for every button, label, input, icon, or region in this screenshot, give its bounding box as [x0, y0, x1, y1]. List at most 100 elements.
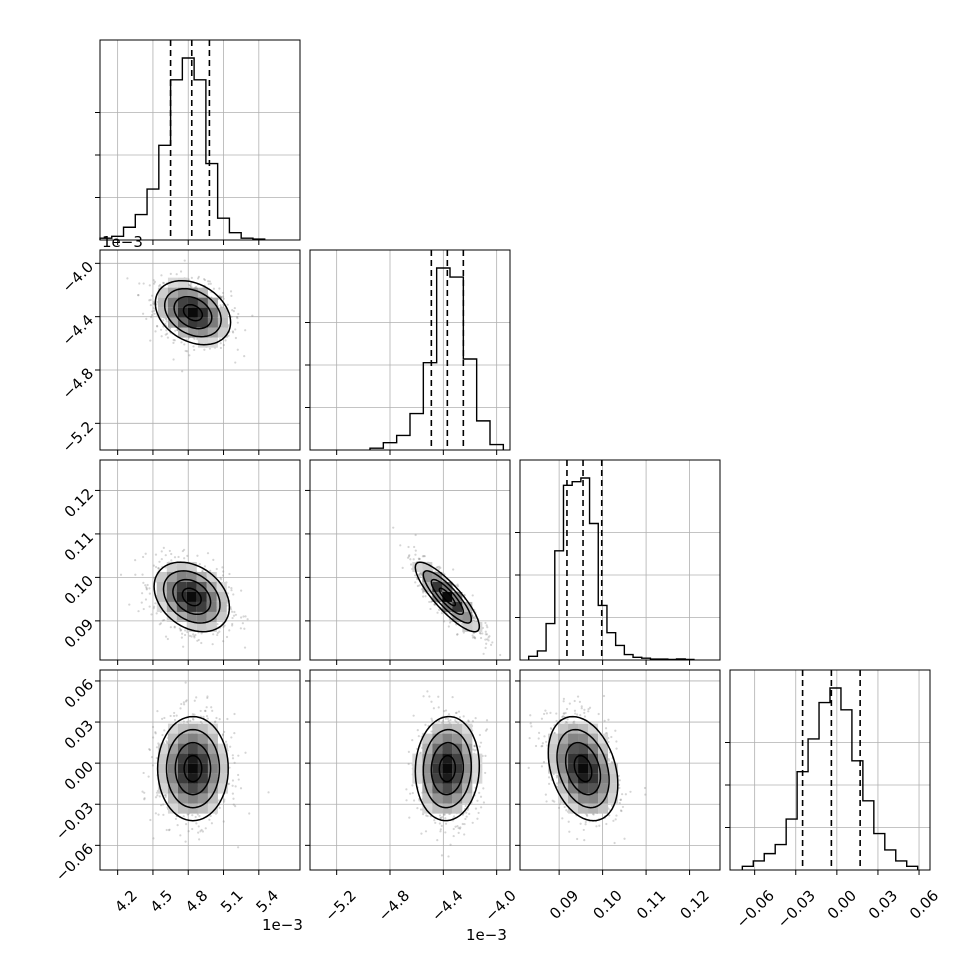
scatter-point [426, 690, 429, 693]
density-cell [442, 793, 453, 804]
scatter-point [154, 553, 158, 556]
scatter-point [208, 280, 211, 283]
density-cell [422, 773, 433, 784]
x-tick-label: 4.5 [147, 887, 177, 917]
histogram-panel-2 [515, 459, 721, 665]
density-cell [412, 753, 423, 764]
density-cell [177, 803, 188, 814]
scatter-point [267, 791, 270, 794]
scatter-point [194, 633, 197, 637]
scatter-point [191, 827, 194, 831]
scatter-point [428, 591, 431, 594]
density-cell [187, 773, 198, 784]
scatter-point [471, 594, 474, 597]
density-cell [207, 793, 218, 804]
density-cell [177, 277, 188, 288]
histogram-panel-2-frame [519, 459, 721, 661]
scatter-point [179, 628, 183, 632]
scatter-point [156, 794, 159, 797]
scatter-point [438, 608, 441, 612]
scatter-point [162, 319, 165, 322]
density-cell [422, 803, 433, 814]
histogram-panel-1 [305, 249, 511, 455]
scatter-point [219, 576, 222, 579]
scatter-point [231, 624, 234, 627]
scatter-point [237, 846, 240, 849]
scatter-point [458, 716, 462, 719]
scatter-point [185, 338, 188, 341]
density-cell [187, 297, 198, 308]
density-cell [462, 621, 473, 632]
scatter-point [164, 793, 168, 797]
scatter-point [200, 828, 203, 832]
scatter-point [447, 855, 450, 858]
scatter-point [231, 779, 235, 782]
scatter-point [473, 744, 476, 747]
scatter-point [203, 348, 206, 351]
scatter-point [478, 733, 481, 737]
scatter-point [210, 822, 214, 825]
scatter-point [417, 557, 421, 560]
scatter-point [183, 703, 186, 706]
histogram-panel-0-frame [99, 39, 301, 241]
scatter-point [214, 720, 217, 723]
density-cell [442, 783, 453, 794]
histogram-steps [527, 477, 695, 661]
scatter-point [461, 822, 464, 826]
scatter-point [234, 361, 237, 364]
scatter-point [232, 797, 235, 800]
y-tick-label: −5.2 [59, 418, 97, 456]
density-cell [187, 287, 198, 298]
panel-content [126, 259, 254, 373]
scatter-point [457, 826, 460, 830]
scatter-point [409, 558, 412, 561]
scatter-point [155, 756, 158, 760]
y-tick-label: 0.12 [61, 485, 97, 521]
density-cell [197, 773, 208, 784]
density-cell [432, 733, 443, 744]
scatter-point [159, 328, 163, 331]
scatter-point [219, 346, 222, 350]
scatter-point [184, 349, 187, 353]
contour-line [438, 754, 457, 783]
scatter-point [232, 331, 235, 334]
scatter-point [218, 287, 221, 290]
density-cell [216, 601, 227, 612]
density-cell [167, 743, 178, 754]
scatter-point [426, 814, 429, 818]
density-cell [207, 783, 218, 794]
scatter-point [451, 696, 454, 699]
scatter-point [234, 328, 237, 331]
scatter-point [168, 549, 171, 553]
scatter-point [439, 816, 442, 820]
density-cell [472, 621, 483, 632]
scatter-point [169, 272, 172, 275]
scatter-point [154, 796, 158, 799]
scatter-point [454, 825, 457, 828]
scatter-point [172, 714, 176, 718]
scatter-point [244, 329, 247, 332]
scatter-point [234, 613, 238, 616]
scatter-point [152, 607, 155, 610]
scatter-point [444, 822, 448, 825]
density-cell [176, 591, 187, 602]
scatter-point [189, 284, 192, 287]
density-cell [462, 773, 473, 784]
scatter-point [456, 824, 459, 828]
scatter-point [412, 799, 416, 802]
density-cell [472, 753, 483, 764]
scatter-point [142, 771, 145, 775]
density-cell [462, 723, 473, 734]
scatter-point [183, 343, 186, 346]
scatter-panel-1-0-frame [99, 249, 301, 451]
scatter-point [159, 622, 163, 625]
scatter-point [154, 732, 157, 735]
scatter-point [197, 275, 200, 278]
scatter-point [229, 290, 233, 293]
density-cell [187, 723, 198, 734]
scatter-point [193, 337, 196, 340]
scatter-point [452, 834, 455, 838]
density-cell [216, 611, 227, 622]
density-cell [177, 307, 188, 318]
scatter-point [158, 623, 161, 626]
